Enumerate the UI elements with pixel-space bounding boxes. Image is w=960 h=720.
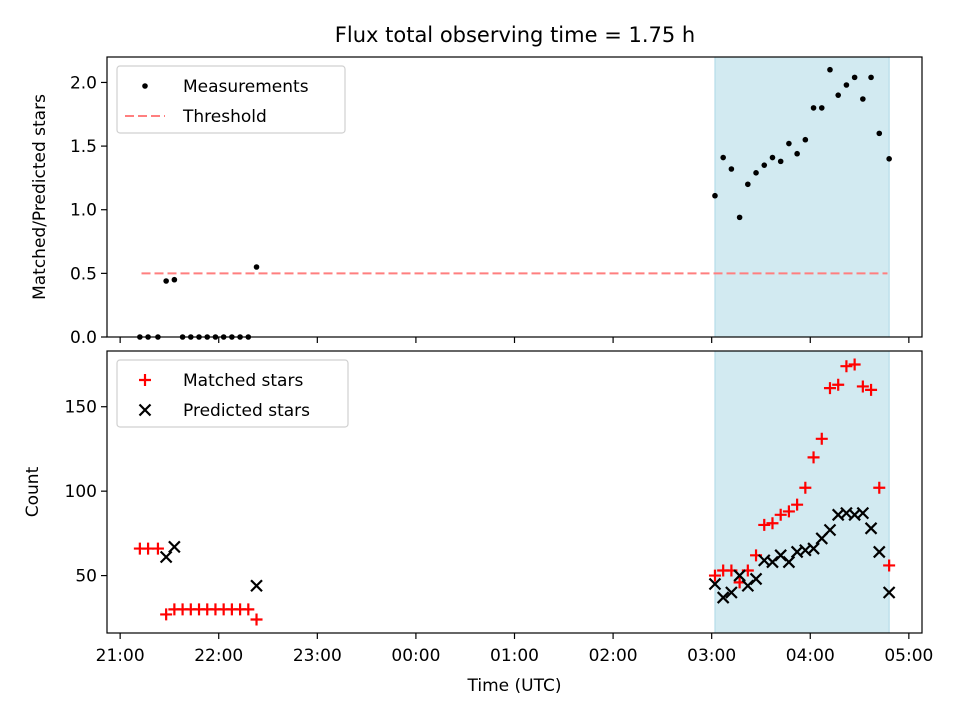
- predicted-star-point: [807, 542, 820, 555]
- measurement-point: [253, 264, 260, 270]
- measurement-point: [786, 140, 792, 147]
- observing-span: [714, 56, 890, 338]
- matched-star-point: [832, 378, 845, 391]
- x-tick-label: 02:00: [589, 646, 638, 666]
- legend-label: Predicted stars: [183, 401, 310, 421]
- measurement-point: [868, 74, 874, 81]
- x-tick-label: 04:00: [786, 646, 835, 666]
- measurement-point: [745, 181, 751, 188]
- predicted-star-point: [864, 522, 878, 535]
- predicted-star-point: [873, 545, 886, 559]
- x-tick-label: 21:00: [96, 646, 145, 666]
- x-tick-label: 22:00: [194, 646, 243, 666]
- matched-star-point: [758, 518, 771, 531]
- measurement-point: [802, 136, 809, 143]
- legend-matched-swatch: [139, 374, 151, 386]
- measurement-point: [753, 170, 759, 176]
- predicted-star-point: [733, 569, 746, 582]
- matched-star-point: [873, 481, 886, 494]
- predicted-star-point: [856, 506, 870, 520]
- x-tick-label: 05:00: [884, 646, 933, 666]
- y-tick-label: 1.0: [70, 201, 97, 221]
- measurement-point: [827, 66, 833, 73]
- matched-star-point: [782, 505, 795, 518]
- measurement-point: [720, 154, 726, 161]
- measurement-point: [794, 150, 800, 157]
- legend-measurement-swatch: [142, 83, 148, 89]
- matched-star-point: [242, 603, 255, 616]
- predicted-star-point: [168, 540, 181, 554]
- y-tick-label: 100: [65, 482, 97, 502]
- measurement-point: [163, 278, 169, 284]
- matched-star-point: [848, 358, 861, 371]
- matched-star-point: [766, 517, 779, 530]
- bottom-panel-count-plot: 50 100 150 21:00 22:00 23:00 00:00 01:00 02:00 03…: [23, 350, 933, 696]
- measurement-point: [171, 276, 178, 283]
- predicted-star-point: [725, 586, 738, 599]
- x-tick-label: 23:00: [293, 646, 342, 666]
- matched-star-point: [815, 432, 828, 445]
- y-axis-label: Matched/Predicted stars: [30, 94, 50, 300]
- measurement-point: [769, 154, 776, 161]
- legend: Matched stars Predicted stars: [116, 359, 349, 428]
- matched-star-point: [160, 608, 173, 621]
- matched-star-point: [883, 559, 896, 572]
- matched-star-point: [823, 382, 836, 395]
- matched-star-point: [865, 383, 878, 396]
- measurement-point: [761, 162, 768, 168]
- predicted-star-point: [716, 591, 730, 604]
- predicted-star-point: [823, 523, 837, 537]
- measurement-point: [777, 158, 784, 165]
- matched-star-point: [840, 360, 853, 373]
- top-panel-ratio-plot: 0.0 0.5 1.0 1.5 2.0 Matched/Predicted stars Me…: [30, 56, 923, 348]
- y-axis-label: Count: [23, 466, 43, 517]
- x-axis-label: Time (UTC): [467, 676, 562, 696]
- measurement-point: [810, 105, 817, 111]
- measurement-point: [728, 166, 735, 172]
- measurement-point: [886, 156, 892, 162]
- measurement-point: [712, 192, 718, 199]
- predicted-star-point: [159, 550, 173, 564]
- matched-star-point: [774, 508, 787, 521]
- measurement-point: [876, 130, 883, 137]
- legend-label: Matched stars: [183, 371, 303, 391]
- measurement-point: [835, 92, 841, 98]
- y-tick-label: 50: [75, 567, 97, 587]
- x-tick-label: 03:00: [687, 646, 736, 666]
- legend-box: [116, 65, 346, 134]
- matched-star-point: [708, 569, 721, 582]
- legend-label: Measurements: [183, 77, 309, 97]
- matched-star-point: [856, 380, 869, 393]
- y-tick-label: 0.5: [70, 264, 97, 284]
- figure-title: Flux total observing time = 1.75 h: [335, 23, 695, 47]
- measurement-point: [843, 82, 850, 88]
- legend-box: [116, 359, 349, 428]
- legend-label: Threshold: [182, 107, 267, 127]
- y-tick-label: 0.0: [70, 328, 97, 348]
- matched-star-point: [807, 451, 820, 464]
- legend: Measurements Threshold: [116, 65, 346, 134]
- y-tick-label: 2.0: [70, 73, 97, 93]
- predicted-star-point: [708, 577, 722, 591]
- observing-span: [714, 350, 890, 634]
- predicted-star-point: [250, 579, 263, 592]
- x-tick-label: 00:00: [391, 646, 440, 666]
- measurement-point: [818, 105, 825, 111]
- y-tick-label: 1.5: [70, 137, 97, 157]
- predicted-star-point: [749, 572, 763, 586]
- measurement-point: [736, 214, 743, 221]
- measurement-point: [860, 96, 866, 102]
- matched-star-point: [250, 613, 263, 626]
- measurement-point: [851, 74, 858, 81]
- matched-star-point: [799, 481, 812, 494]
- x-tick-label: 01:00: [490, 646, 539, 666]
- y-tick-label: 150: [65, 398, 97, 418]
- predicted-star-point: [882, 586, 896, 599]
- predicted-star-point: [782, 555, 796, 569]
- legend-predicted-swatch: [138, 403, 152, 417]
- matched-star-point: [151, 542, 164, 555]
- matched-star-point: [791, 498, 804, 511]
